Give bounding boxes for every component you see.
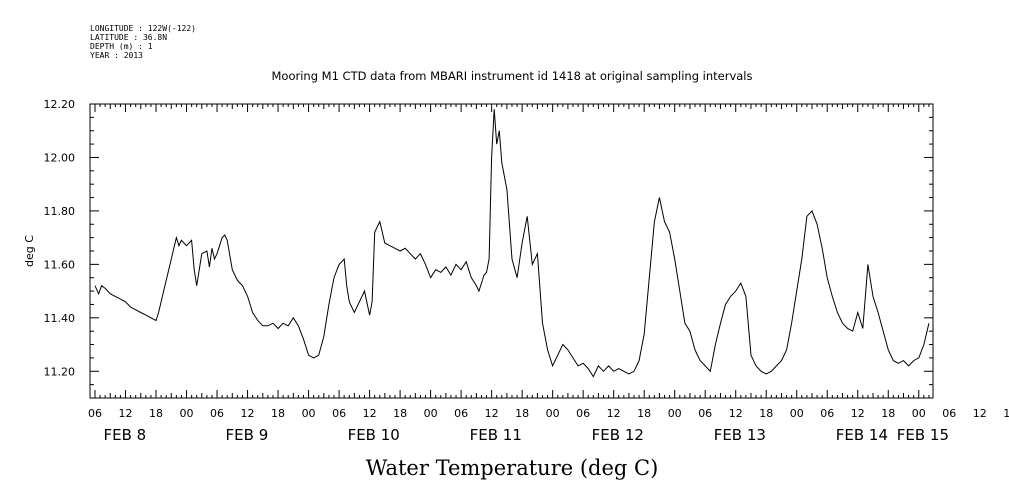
day-label: FEB 15 <box>897 426 949 444</box>
x-tick-label: 12 <box>241 407 255 420</box>
x-tick-label: 00 <box>180 407 194 420</box>
day-label: FEB 14 <box>836 426 888 444</box>
x-tick-label: 18 <box>881 407 895 420</box>
y-tick-label: 12.20 <box>44 98 76 111</box>
metadata-block: LONGITUDE : 122W(-122) LATITUDE : 36.8N … <box>90 24 196 60</box>
x-tick-label: 18 <box>759 407 773 420</box>
x-tick-label: 12 <box>851 407 865 420</box>
x-tick-label: 12 <box>119 407 133 420</box>
x-tick-label: 00 <box>912 407 926 420</box>
x-tick-label: 18 <box>393 407 407 420</box>
x-tick-label: 12 <box>485 407 499 420</box>
x-tick-label: 00 <box>790 407 804 420</box>
x-tick-label: 06 <box>332 407 346 420</box>
y-tick-label: 11.60 <box>44 258 76 271</box>
day-label: FEB 8 <box>104 426 147 444</box>
x-tick-label: 06 <box>942 407 956 420</box>
x-tick-label: 18 <box>637 407 651 420</box>
day-labels: FEB 8 FEB 9 FEB 10 FEB 11 FEB 12 FEB 13 FEB 14… <box>104 426 950 444</box>
x-tick-label: 18 <box>515 407 529 420</box>
x-tick-label: 12 <box>973 407 987 420</box>
x-tick-label: 18 <box>271 407 285 420</box>
x-tick-label: 00 <box>546 407 560 420</box>
x-tick-label: 00 <box>302 407 316 420</box>
x-tick-label: 12 <box>607 407 621 420</box>
x-tick-label: 18 <box>1003 407 1009 420</box>
y-tick-label: 11.20 <box>44 365 76 378</box>
x-tick-label: 18 <box>149 407 163 420</box>
year-label: YEAR : 2013 <box>90 51 143 60</box>
latitude-label: LATITUDE : 36.8N <box>90 33 167 42</box>
x-tick-label: 06 <box>454 407 468 420</box>
y-tick-labels: 11.20 11.40 11.60 11.80 12.00 12.20 <box>44 98 76 378</box>
y-tick-label: 12.00 <box>44 151 76 164</box>
x-axis-label: Water Temperature (deg C) <box>366 456 659 480</box>
x-tick-labels: 06 12 18 00 06 12 18 00 06 12 18 00 06 12 18 00 06 12 18 00… <box>88 407 1009 420</box>
x-tick-label: 12 <box>729 407 743 420</box>
x-tick-label: 06 <box>576 407 590 420</box>
x-tick-label: 00 <box>668 407 682 420</box>
day-label: FEB 9 <box>226 426 269 444</box>
water-temperature-line <box>94 109 930 378</box>
x-tick-label: 00 <box>424 407 438 420</box>
x-tick-label: 06 <box>210 407 224 420</box>
y-tick-label: 11.40 <box>44 312 76 325</box>
axis-ticks <box>90 103 933 399</box>
longitude-label: LONGITUDE : 122W(-122) <box>90 24 196 33</box>
day-label: FEB 13 <box>714 426 766 444</box>
x-tick-label: 06 <box>88 407 102 420</box>
x-tick-label: 12 <box>363 407 377 420</box>
day-label: FEB 11 <box>470 426 522 444</box>
chart-title: Mooring M1 CTD data from MBARI instrumen… <box>272 69 753 83</box>
y-tick-label: 11.80 <box>44 205 76 218</box>
x-tick-label: 06 <box>820 407 834 420</box>
x-tick-label: 06 <box>698 407 712 420</box>
depth-label: DEPTH (m) : 1 <box>90 42 153 51</box>
day-label: FEB 12 <box>592 426 644 444</box>
y-axis-label: deg C <box>23 235 36 267</box>
day-label: FEB 10 <box>348 426 400 444</box>
